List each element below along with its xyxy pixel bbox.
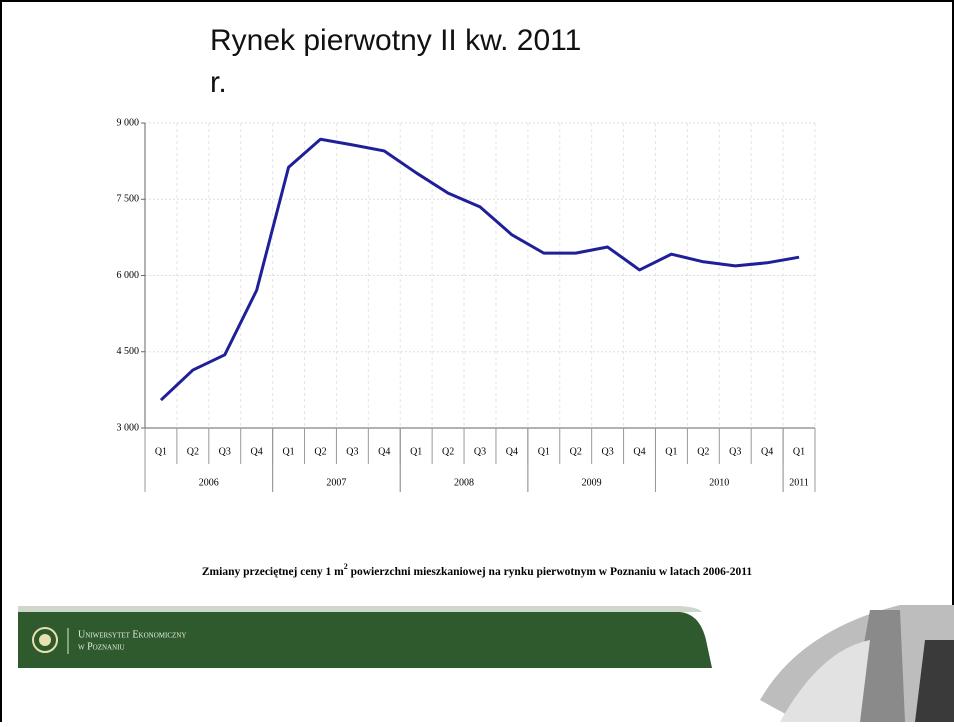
x-tick-label: Q2 bbox=[570, 446, 582, 457]
x-tick-label: Q4 bbox=[761, 446, 773, 457]
x-tick-label: Q3 bbox=[729, 446, 741, 457]
caption-text: powierzchni mieszkaniowej na rynku pierw… bbox=[348, 566, 753, 578]
logo bbox=[39, 634, 51, 646]
x-tick-label: Q1 bbox=[665, 446, 677, 457]
x-group-label: 2007 bbox=[326, 477, 346, 488]
x-tick-label: Q2 bbox=[442, 446, 454, 457]
x-tick-label: Q1 bbox=[282, 446, 294, 457]
x-tick-label: Q4 bbox=[378, 446, 390, 457]
slide-title: r. bbox=[210, 66, 227, 99]
caption-text: Zmiany przeciętnej ceny 1 m bbox=[202, 566, 344, 578]
x-tick-label: Q1 bbox=[155, 446, 167, 457]
footer-text: w Poznaniu bbox=[78, 641, 125, 652]
x-tick-label: Q1 bbox=[793, 446, 805, 457]
x-tick-label: Q2 bbox=[697, 446, 709, 457]
y-tick-label: 9 000 bbox=[117, 117, 140, 128]
x-group-label: 2010 bbox=[709, 477, 729, 488]
footer-text: Uniwersytet Ekonomiczny bbox=[78, 629, 186, 640]
x-tick-label: Q3 bbox=[602, 446, 614, 457]
slide-title: Rynek pierwotny II kw. 2011 bbox=[210, 24, 581, 57]
slide: Rynek pierwotny II kw. 2011 r. Zmiany pr… bbox=[0, 0, 954, 722]
y-tick-label: 6 000 bbox=[117, 270, 140, 281]
x-tick-label: Q4 bbox=[633, 446, 645, 457]
x-tick-label: Q3 bbox=[219, 446, 231, 457]
footer-strip bbox=[18, 606, 702, 612]
x-tick-label: Q2 bbox=[187, 446, 199, 457]
y-tick-label: 3 000 bbox=[117, 422, 140, 433]
x-tick-label: Q4 bbox=[506, 446, 518, 457]
x-group-label: 2006 bbox=[199, 477, 219, 488]
x-group-label: 2011 bbox=[789, 477, 809, 488]
x-tick-label: Q2 bbox=[314, 446, 326, 457]
y-tick-label: 4 500 bbox=[117, 346, 140, 357]
y-tick-label: 7 500 bbox=[117, 194, 140, 205]
x-group-label: 2008 bbox=[454, 477, 474, 488]
x-group-label: 2009 bbox=[582, 477, 602, 488]
x-tick-label: Q1 bbox=[410, 446, 422, 457]
x-tick-label: Q3 bbox=[346, 446, 358, 457]
x-tick-label: Q4 bbox=[251, 446, 263, 457]
x-tick-label: Q1 bbox=[538, 446, 550, 457]
x-tick-label: Q3 bbox=[474, 446, 486, 457]
